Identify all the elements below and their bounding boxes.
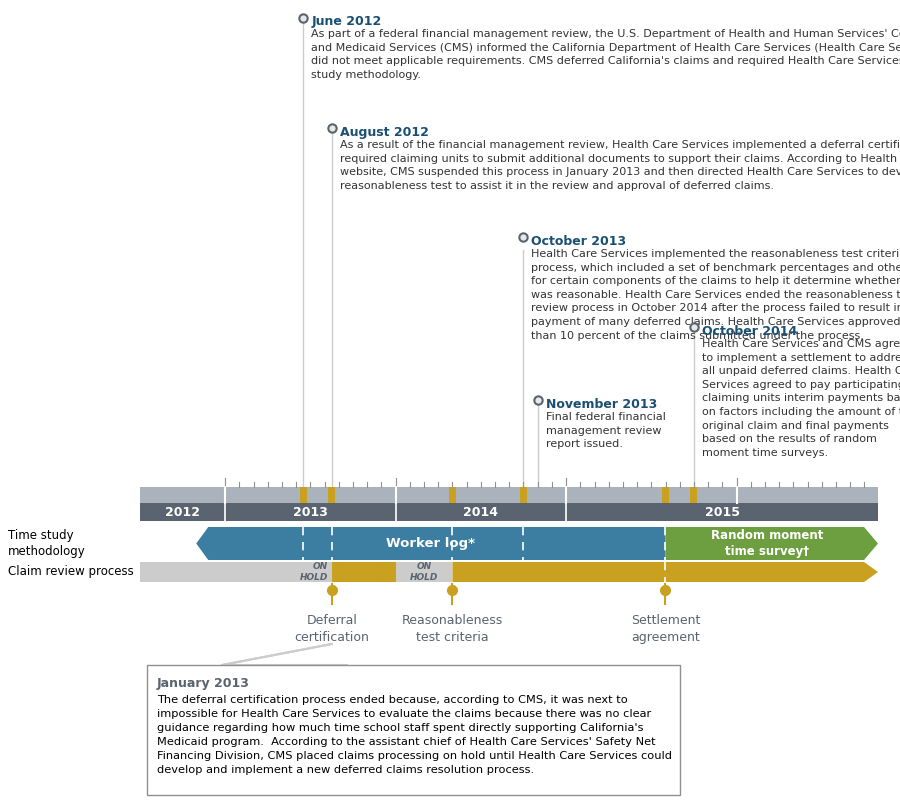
Text: 2014: 2014 (464, 505, 499, 518)
Bar (300, 487, 307, 503)
Text: 2012: 2012 (165, 505, 200, 518)
Bar (140, 562, 332, 582)
Bar (140, 487, 878, 503)
Bar (520, 487, 527, 503)
Text: ON
HOLD: ON HOLD (410, 562, 438, 582)
Text: As part of a federal financial management review, the U.S. Department of Health : As part of a federal financial managemen… (311, 29, 900, 80)
Text: Reasonableness
test criteria: Reasonableness test criteria (401, 614, 503, 644)
FancyBboxPatch shape (147, 665, 680, 795)
Text: Time study
methodology: Time study methodology (8, 529, 86, 558)
Text: ON
HOLD: ON HOLD (300, 562, 328, 582)
Text: 2015: 2015 (705, 505, 740, 518)
Polygon shape (665, 527, 878, 560)
Bar (328, 487, 335, 503)
Text: Random moment
time survey†: Random moment time survey† (710, 529, 823, 558)
Bar (662, 487, 669, 503)
Text: Worker log*: Worker log* (386, 537, 475, 550)
Polygon shape (453, 562, 878, 582)
Text: As a result of the financial management review, Health Care Services implemented: As a result of the financial management … (339, 140, 900, 191)
Text: Claim review process: Claim review process (8, 565, 134, 578)
Text: November 2013: November 2013 (545, 398, 657, 411)
Polygon shape (196, 527, 665, 560)
Text: Deferral
certification: Deferral certification (294, 614, 369, 644)
Text: The deferral certification process ended because, according to CMS, it was next : The deferral certification process ended… (157, 695, 672, 775)
Text: Final federal financial
management review
report issued.: Final federal financial management revie… (545, 412, 665, 450)
Bar (449, 487, 456, 503)
Text: October 2013: October 2013 (532, 235, 626, 248)
Text: Health Care Services and CMS agreed
to implement a settlement to address
all unp: Health Care Services and CMS agreed to i… (702, 339, 900, 458)
Text: June 2012: June 2012 (311, 15, 382, 28)
Text: Health Care Services implemented the reasonableness test criteria review
process: Health Care Services implemented the rea… (532, 249, 900, 340)
Text: October 2014: October 2014 (702, 325, 797, 338)
Bar (332, 562, 396, 582)
Text: 2013: 2013 (293, 505, 328, 518)
Text: August 2012: August 2012 (339, 126, 428, 139)
Bar (690, 487, 698, 503)
Bar (396, 562, 453, 582)
Bar (140, 503, 878, 521)
Text: January 2013: January 2013 (157, 677, 250, 690)
Text: Settlement
agreement: Settlement agreement (631, 614, 700, 644)
